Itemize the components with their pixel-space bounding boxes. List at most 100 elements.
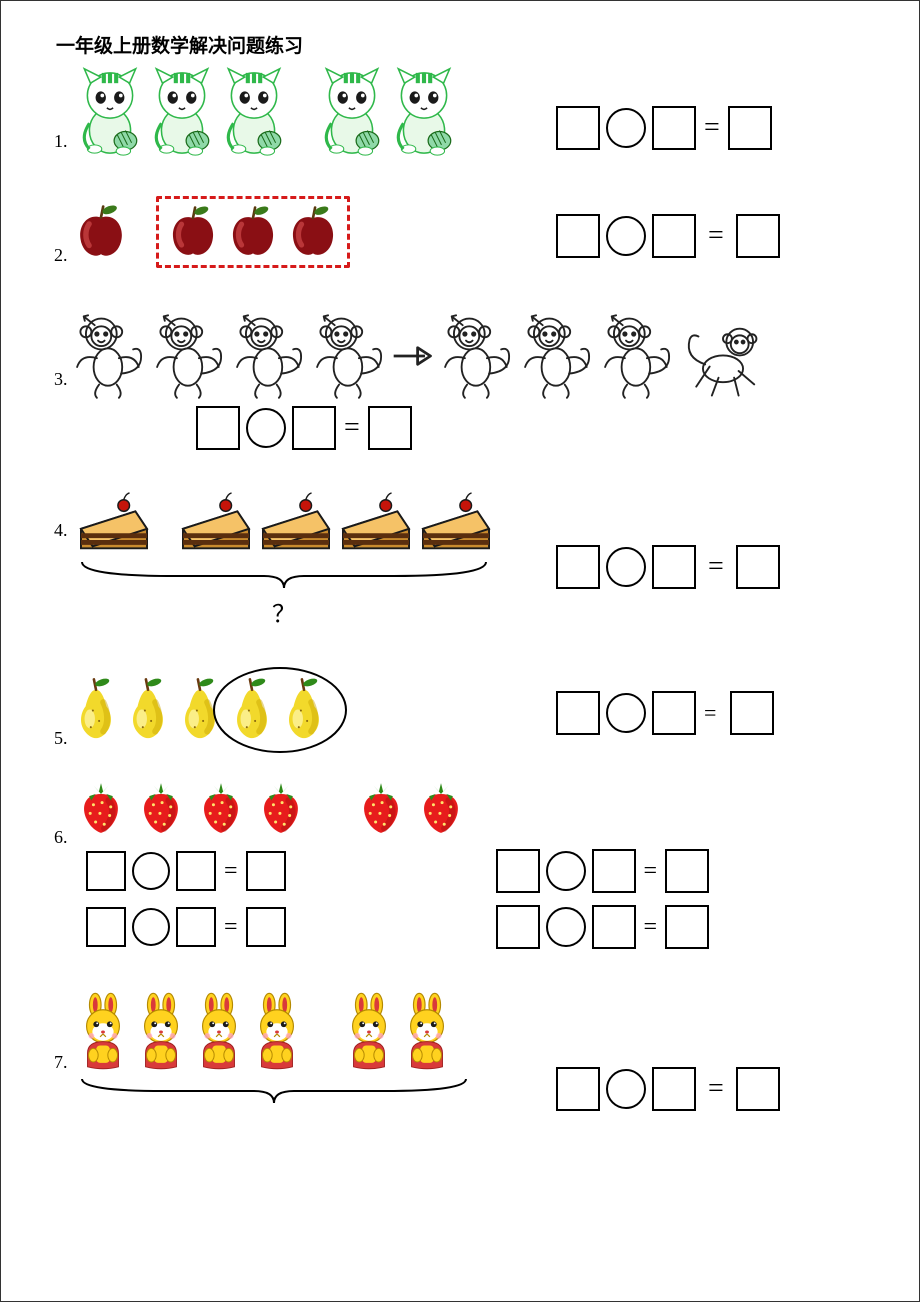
answer-box[interactable] — [556, 691, 600, 735]
answer-box[interactable] — [592, 905, 636, 949]
answer-box[interactable] — [246, 907, 286, 947]
rabbit-icon — [190, 989, 248, 1075]
operator-circle[interactable] — [132, 852, 170, 890]
answer-box[interactable] — [652, 691, 696, 735]
cat-icon — [388, 66, 460, 160]
apple-icon — [74, 202, 128, 262]
answer-box[interactable] — [652, 1067, 696, 1111]
answer-box[interactable] — [665, 849, 709, 893]
answer-box[interactable] — [652, 545, 696, 589]
page-title: 一年级上册数学解决问题练习 — [56, 31, 869, 58]
answer-box[interactable] — [736, 214, 780, 258]
monkey-icon — [598, 312, 676, 400]
answer-box[interactable] — [592, 849, 636, 893]
apple-icon — [227, 203, 279, 261]
problem-number: 1. — [54, 131, 68, 152]
equation-blank: = — [556, 1067, 780, 1111]
answer-box[interactable] — [86, 907, 126, 947]
pear-icon — [122, 673, 174, 745]
answer-box[interactable] — [652, 214, 696, 258]
answer-box[interactable] — [176, 907, 216, 947]
rabbit-icon — [132, 989, 190, 1075]
answer-box[interactable] — [736, 1067, 780, 1111]
operator-circle[interactable] — [132, 908, 170, 946]
answer-box[interactable] — [86, 851, 126, 891]
operator-circle[interactable] — [606, 547, 646, 587]
rabbit-icon — [248, 989, 306, 1075]
operator-circle[interactable] — [546, 851, 586, 891]
equation-blank: = — [496, 905, 870, 949]
cake-icon — [416, 490, 496, 558]
answer-box[interactable] — [556, 545, 600, 589]
monkey-icon — [310, 312, 388, 400]
pear-icon — [70, 673, 122, 745]
problem-number: 7. — [54, 1052, 68, 1073]
problem-number: 2. — [54, 245, 68, 266]
operator-circle[interactable] — [606, 108, 646, 148]
cake-icon — [256, 490, 336, 558]
strawberry-icon — [194, 781, 248, 835]
equation-blank: = — [556, 214, 780, 258]
answer-box[interactable] — [736, 545, 780, 589]
strawberry-icon — [254, 781, 308, 835]
apple-icon — [287, 203, 339, 261]
arrow-icon — [390, 342, 436, 370]
problem-number: 5. — [54, 728, 68, 749]
answer-box[interactable] — [665, 905, 709, 949]
brace-icon — [74, 1075, 474, 1109]
problem-6: 6. = = — [56, 781, 869, 949]
problem-4: 4. ？ = — [56, 490, 869, 629]
rabbit-icon — [340, 989, 398, 1075]
dashed-group — [156, 196, 350, 268]
answer-box[interactable] — [196, 406, 240, 450]
problem-3: 3. = — [56, 312, 869, 450]
answer-box[interactable] — [176, 851, 216, 891]
answer-box[interactable] — [730, 691, 774, 735]
monkey-icon — [150, 312, 228, 400]
equation-blank: = — [556, 545, 780, 589]
strawberry-icon — [414, 781, 468, 835]
equation-blank: = — [196, 406, 412, 450]
apple-icon — [167, 203, 219, 261]
cat-icon — [74, 66, 146, 160]
monkey-walk-icon — [678, 322, 768, 400]
strawberry-icon — [74, 781, 128, 835]
worksheet-page: 一年级上册数学解决问题练习 1. = 2. — [0, 0, 920, 1302]
operator-circle[interactable] — [606, 693, 646, 733]
strawberry-icon — [134, 781, 188, 835]
equation-blank: = — [496, 849, 870, 893]
monkey-icon — [518, 312, 596, 400]
answer-box[interactable] — [556, 214, 600, 258]
equation-blank: = — [86, 849, 446, 893]
answer-box[interactable] — [652, 106, 696, 150]
answer-box[interactable] — [368, 406, 412, 450]
equation-blank: = — [556, 106, 772, 150]
problem-number: 6. — [54, 827, 68, 848]
cake-icon — [176, 490, 256, 558]
operator-circle[interactable] — [246, 408, 286, 448]
monkey-icon — [438, 312, 516, 400]
answer-box[interactable] — [496, 905, 540, 949]
answer-box[interactable] — [728, 106, 772, 150]
equation-blank: = — [86, 905, 446, 949]
problem-2: 2. = — [56, 196, 869, 286]
cake-icon — [74, 490, 154, 558]
operator-circle[interactable] — [606, 1069, 646, 1109]
rabbit-icon — [398, 989, 456, 1075]
answer-box[interactable] — [246, 851, 286, 891]
answer-box[interactable] — [292, 406, 336, 450]
answer-box[interactable] — [556, 106, 600, 150]
answer-box[interactable] — [556, 1067, 600, 1111]
problem-1: 1. = — [56, 66, 869, 166]
rabbit-icon — [74, 989, 132, 1075]
problem-number: 3. — [54, 369, 68, 390]
problem-number: 4. — [54, 520, 68, 541]
equation-blank: = — [556, 691, 774, 735]
operator-circle[interactable] — [606, 216, 646, 256]
answer-box[interactable] — [496, 849, 540, 893]
operator-circle[interactable] — [546, 907, 586, 947]
circle-group-icon — [210, 665, 350, 755]
monkey-icon — [70, 312, 148, 400]
cat-icon — [146, 66, 218, 160]
problem-5: 5. = — [56, 673, 869, 759]
